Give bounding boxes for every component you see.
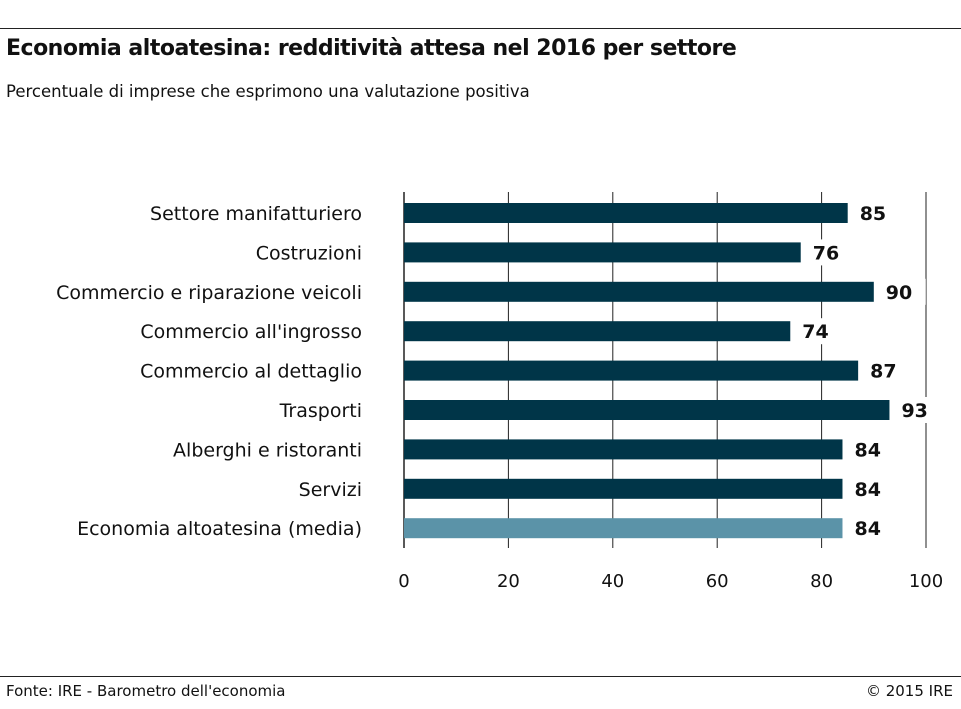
value-label-bg: [808, 239, 853, 266]
top-rule: [0, 28, 961, 29]
category-label: Settore manifatturiero: [150, 203, 362, 225]
value-label-bg: [897, 397, 942, 423]
x-tick-label: 100: [909, 571, 943, 592]
value-label-bg: [881, 278, 926, 305]
x-tick-label: 0: [398, 571, 409, 592]
bar: [404, 360, 859, 381]
value-label: 85: [860, 203, 886, 225]
chart-title: Economia altoatesina: redditività attesa…: [6, 36, 737, 61]
value-label-bg: [850, 475, 895, 502]
value-label: 90: [886, 282, 912, 304]
x-tick-label: 40: [601, 571, 624, 592]
bar: [404, 478, 843, 499]
x-tick-label: 80: [810, 571, 833, 592]
category-label: Alberghi e ristoranti: [173, 439, 362, 461]
bar: [404, 439, 843, 460]
category-label: Costruzioni: [256, 242, 362, 264]
bottom-rule: [0, 676, 961, 677]
category-label: Servizi: [299, 479, 362, 501]
bar: [404, 203, 848, 223]
bar: [404, 400, 890, 420]
bar: [404, 242, 801, 263]
value-label: 76: [813, 242, 839, 264]
copyright-note: © 2015 IRE: [865, 682, 953, 700]
bar: [404, 281, 874, 302]
value-label-bg: [798, 318, 843, 345]
value-label-bg: [855, 200, 900, 226]
value-label: 87: [870, 361, 896, 383]
chart-subtitle: Percentuale di imprese che esprimono una…: [6, 82, 530, 101]
x-tick-label: 20: [497, 571, 520, 592]
value-label: 84: [854, 479, 880, 501]
value-label: 93: [901, 400, 927, 422]
value-label: 74: [802, 321, 828, 343]
bar: [404, 518, 843, 539]
category-label: Commercio al dettaglio: [140, 361, 362, 383]
category-label: Commercio all'ingrosso: [140, 321, 362, 343]
category-label: Trasporti: [279, 400, 362, 422]
source-note: Fonte: IRE - Barometro dell'economia: [6, 682, 286, 700]
value-label-bg: [866, 357, 911, 384]
value-label: 84: [854, 518, 880, 540]
x-tick-label: 60: [706, 571, 729, 592]
bar: [404, 321, 791, 342]
value-label-bg: [850, 436, 895, 463]
value-label: 84: [854, 439, 880, 461]
category-label: Economia altoatesina (media): [77, 518, 362, 540]
value-label-bg: [850, 515, 895, 542]
category-label: Commercio e riparazione veicoli: [56, 282, 362, 304]
